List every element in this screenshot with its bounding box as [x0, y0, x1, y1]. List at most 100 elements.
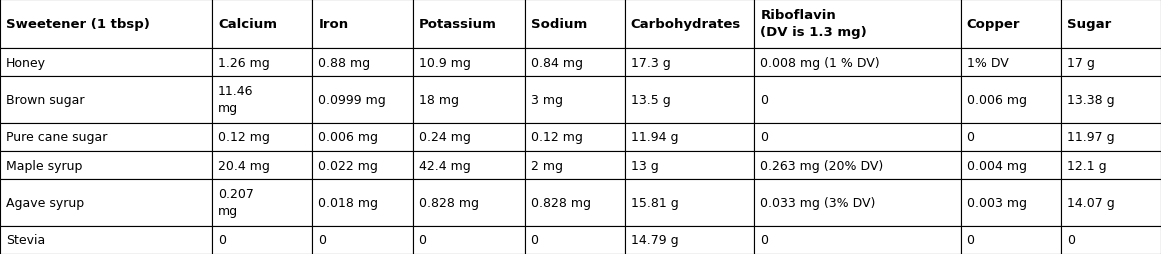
Text: 14.07 g: 14.07 g — [1067, 196, 1115, 209]
Bar — [525, 77, 625, 123]
Bar — [412, 226, 525, 254]
Text: Copper: Copper — [967, 18, 1021, 31]
Bar — [212, 151, 312, 180]
Bar — [212, 77, 312, 123]
Bar — [525, 0, 625, 49]
Bar — [312, 0, 412, 49]
Text: Calcium: Calcium — [218, 18, 277, 31]
Text: Potassium: Potassium — [418, 18, 497, 31]
Bar — [625, 151, 755, 180]
Text: Sodium: Sodium — [531, 18, 586, 31]
Text: 0.022 mg: 0.022 mg — [318, 159, 378, 172]
Text: 10.9 mg: 10.9 mg — [418, 56, 470, 69]
Text: 3 mg: 3 mg — [531, 93, 563, 106]
Bar — [1061, 151, 1161, 180]
Text: 0: 0 — [318, 233, 326, 246]
Text: 1.26 mg: 1.26 mg — [218, 56, 269, 69]
Bar — [960, 123, 1061, 151]
Text: 0.008 mg (1 % DV): 0.008 mg (1 % DV) — [760, 56, 880, 69]
Bar — [412, 123, 525, 151]
Bar — [625, 77, 755, 123]
Text: 0: 0 — [1067, 233, 1075, 246]
Bar — [212, 180, 312, 226]
Text: Honey: Honey — [6, 56, 46, 69]
Text: 14.79 g: 14.79 g — [630, 233, 678, 246]
Text: Pure cane sugar: Pure cane sugar — [6, 131, 107, 144]
Bar — [312, 180, 412, 226]
Text: 0.88 mg: 0.88 mg — [318, 56, 370, 69]
Text: 0.033 mg (3% DV): 0.033 mg (3% DV) — [760, 196, 875, 209]
Bar — [412, 77, 525, 123]
Bar — [0, 226, 212, 254]
Bar — [212, 226, 312, 254]
Text: 13.38 g: 13.38 g — [1067, 93, 1115, 106]
Text: 0: 0 — [760, 131, 769, 144]
Text: 0: 0 — [218, 233, 226, 246]
Bar — [0, 49, 212, 77]
Text: 13 g: 13 g — [630, 159, 658, 172]
Text: 42.4 mg: 42.4 mg — [418, 159, 470, 172]
Bar — [960, 77, 1061, 123]
Bar — [960, 180, 1061, 226]
Text: 13.5 g: 13.5 g — [630, 93, 670, 106]
Text: 0.12 mg: 0.12 mg — [531, 131, 583, 144]
Bar — [1061, 49, 1161, 77]
Text: Brown sugar: Brown sugar — [6, 93, 85, 106]
Text: 1% DV: 1% DV — [967, 56, 1009, 69]
Bar — [755, 180, 960, 226]
Text: Sugar: Sugar — [1067, 18, 1111, 31]
Bar — [525, 151, 625, 180]
Bar — [1061, 123, 1161, 151]
Text: 0: 0 — [967, 131, 974, 144]
Text: 0: 0 — [967, 233, 974, 246]
Bar — [755, 151, 960, 180]
Bar — [625, 49, 755, 77]
Bar — [525, 180, 625, 226]
Text: 18 mg: 18 mg — [418, 93, 459, 106]
Bar — [755, 77, 960, 123]
Text: 12.1 g: 12.1 g — [1067, 159, 1106, 172]
Text: 11.94 g: 11.94 g — [630, 131, 678, 144]
Bar — [0, 77, 212, 123]
Bar — [525, 49, 625, 77]
Text: 0.263 mg (20% DV): 0.263 mg (20% DV) — [760, 159, 884, 172]
Bar — [625, 0, 755, 49]
Text: 0.0999 mg: 0.0999 mg — [318, 93, 387, 106]
Bar — [212, 0, 312, 49]
Bar — [1061, 0, 1161, 49]
Bar — [1061, 180, 1161, 226]
Bar — [755, 0, 960, 49]
Text: Stevia: Stevia — [6, 233, 45, 246]
Text: Sweetener (1 tbsp): Sweetener (1 tbsp) — [6, 18, 150, 31]
Text: Agave syrup: Agave syrup — [6, 196, 84, 209]
Bar — [412, 0, 525, 49]
Bar — [312, 49, 412, 77]
Text: 0.828 mg: 0.828 mg — [531, 196, 591, 209]
Text: 0.207
mg: 0.207 mg — [218, 188, 254, 218]
Bar — [1061, 226, 1161, 254]
Bar — [960, 151, 1061, 180]
Bar — [312, 151, 412, 180]
Bar — [212, 123, 312, 151]
Text: 0: 0 — [760, 233, 769, 246]
Bar — [412, 49, 525, 77]
Bar — [312, 123, 412, 151]
Bar — [625, 226, 755, 254]
Text: 17.3 g: 17.3 g — [630, 56, 670, 69]
Bar — [412, 151, 525, 180]
Text: 0.24 mg: 0.24 mg — [418, 131, 470, 144]
Bar — [312, 77, 412, 123]
Bar — [525, 123, 625, 151]
Text: Carbohydrates: Carbohydrates — [630, 18, 741, 31]
Bar — [0, 123, 212, 151]
Bar — [312, 226, 412, 254]
Text: 20.4 mg: 20.4 mg — [218, 159, 271, 172]
Bar — [960, 49, 1061, 77]
Text: Riboflavin
(DV is 1.3 mg): Riboflavin (DV is 1.3 mg) — [760, 9, 867, 39]
Text: 0.12 mg: 0.12 mg — [218, 131, 271, 144]
Bar — [525, 226, 625, 254]
Text: 11.46
mg: 11.46 mg — [218, 85, 253, 115]
Text: 0.006 mg: 0.006 mg — [318, 131, 378, 144]
Bar — [960, 0, 1061, 49]
Text: 0.003 mg: 0.003 mg — [967, 196, 1026, 209]
